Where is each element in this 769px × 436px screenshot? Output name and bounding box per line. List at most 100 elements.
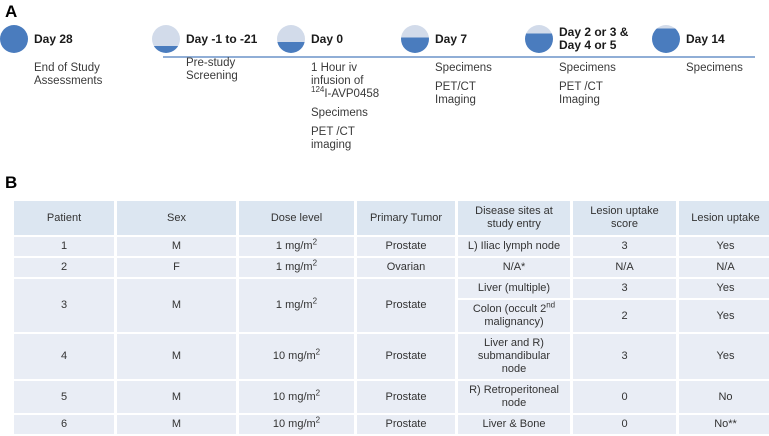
timeline-day-label: Day 28 [34, 31, 73, 46]
progress-circle-icon [525, 25, 553, 53]
table-header-cell: Primary Tumor [357, 201, 455, 235]
timeline-day-label: Day -1 to -21 [186, 31, 258, 46]
table-cell: 5 [14, 381, 114, 413]
table-cell: 1 mg/m2 [239, 279, 354, 332]
progress-circle-icon [152, 25, 180, 53]
progress-circle-icon [0, 25, 28, 53]
timeline-event-header: Day 0 [277, 24, 403, 54]
table-header-row: Patient Sex Dose level Primary Tumor Disease… [14, 201, 769, 235]
timeline-detail-text: Specimens [435, 62, 492, 74]
table-cell: 10 mg/m2 [239, 334, 354, 379]
progress-circle-icon [652, 25, 680, 53]
table-header-cell: Sex [117, 201, 236, 235]
table-header-cell: Dose level [239, 201, 354, 235]
table-cell: 1 mg/m2 [239, 237, 354, 256]
table-cell: N/A* [458, 258, 570, 277]
table-cell: N/A [679, 258, 769, 277]
table-row: 5 M 10 mg/m2 Prostate R) Retroperitoneal nod… [14, 381, 769, 413]
table-row: 6 M 10 mg/m2 Prostate Liver & Bone 0 No** [14, 415, 769, 434]
timeline-event: Day 28 End of Study Assessments [0, 24, 126, 94]
patient-table-container: Patient Sex Dose level Primary Tumor Disease… [11, 199, 769, 436]
table-cell: Yes [679, 279, 769, 298]
timeline-event-header: Day 7 [401, 24, 527, 54]
timeline-event-header: Day 2 or 3 & Day 4 or 5 [525, 24, 651, 54]
timeline-event: Day 0 1 Hour iv infusion of 124I-AVP0458 S… [277, 24, 403, 158]
timeline-day-label: Day 0 [311, 31, 344, 46]
table-header-cell: Lesion uptake [679, 201, 769, 235]
table-cell: Liver (multiple) [458, 279, 570, 298]
table-cell: 4 [14, 334, 114, 379]
table-cell: Liver & Bone [458, 415, 570, 434]
table-cell: M [117, 334, 236, 379]
table-cell: 3 [573, 334, 676, 379]
timeline-event-details: Specimens PET/CT Imaging [435, 62, 525, 107]
table-cell: 3 [14, 279, 114, 332]
section-b-label: B [5, 173, 18, 192]
table-header-cell: Lesion uptake score [573, 201, 676, 235]
table-cell: 0 [573, 415, 676, 434]
study-timeline: Day -1 to -21 Pre-study Screening Day 0 1 H… [0, 0, 769, 176]
timeline-axis-line [163, 56, 755, 58]
table-cell: Prostate [357, 381, 455, 413]
table-cell: Prostate [357, 415, 455, 434]
timeline-detail-text: Specimens [559, 62, 616, 74]
table-cell: Prostate [357, 237, 455, 256]
table-cell: 10 mg/m2 [239, 415, 354, 434]
table-cell: 1 mg/m2 [239, 258, 354, 277]
table-row: 4 M 10 mg/m2 Prostate Liver and R) submandib… [14, 334, 769, 379]
timeline-event: Day 2 or 3 & Day 4 or 5 Specimens PET /CT … [525, 24, 651, 113]
table-cell: Yes [679, 237, 769, 256]
timeline-day-label: Day 7 [435, 31, 468, 46]
timeline-detail-text: PET/CT Imaging [435, 81, 476, 106]
table-cell: 6 [14, 415, 114, 434]
table-cell: Colon (occult 2nd malignancy) [458, 300, 570, 332]
table-cell: 2 [573, 300, 676, 332]
table-cell: M [117, 415, 236, 434]
progress-circle-icon [401, 25, 429, 53]
table-cell: No** [679, 415, 769, 434]
table-cell: Ovarian [357, 258, 455, 277]
timeline-event: Day 7 Specimens PET/CT Imaging [401, 24, 527, 113]
table-cell: 2 [14, 258, 114, 277]
timeline-event-details: Pre-study Screening [186, 57, 276, 83]
table-cell: Prostate [357, 279, 455, 332]
timeline-detail-text: Specimens [311, 107, 368, 119]
table-cell: F [117, 258, 236, 277]
timeline-day-label: Day 2 or 3 & Day 4 or 5 [559, 25, 629, 52]
timeline-event-details: End of Study Assessments [34, 62, 124, 88]
timeline-event-details: 1 Hour iv infusion of 124I-AVP0458 Specim… [311, 62, 401, 152]
table-cell: 3 [573, 237, 676, 256]
timeline-detail-text: 1 Hour iv infusion of 124I-AVP0458 [311, 62, 380, 100]
progress-circle-icon [277, 25, 305, 53]
timeline-event: Day 14 Specimens [652, 24, 769, 81]
table-cell: M [117, 381, 236, 413]
timeline-event-header: Day 14 [652, 24, 769, 54]
table-cell: Liver and R) submandibular node [458, 334, 570, 379]
timeline-event: Day -1 to -21 Pre-study Screening [152, 24, 278, 89]
table-cell: 0 [573, 381, 676, 413]
table-header-cell: Patient [14, 201, 114, 235]
timeline-detail-text: Specimens [686, 62, 743, 74]
timeline-detail-text: End of Study Assessments [34, 62, 103, 87]
table-cell: 3 [573, 279, 676, 298]
table-cell: Yes [679, 300, 769, 332]
table-cell: 10 mg/m2 [239, 381, 354, 413]
timeline-detail-text: Pre-study Screening [186, 57, 238, 82]
table-row: Colon (occult 2nd malignancy) 2 Yes [14, 300, 769, 332]
table-cell: R) Retroperitoneal node [458, 381, 570, 413]
table-cell: M [117, 279, 236, 332]
patient-study-table: Patient Sex Dose level Primary Tumor Disease… [11, 199, 769, 436]
table-cell: 1 [14, 237, 114, 256]
timeline-event-details: Specimens [686, 62, 769, 75]
timeline-detail-text: PET /CT Imaging [559, 81, 603, 106]
table-cell: M [117, 237, 236, 256]
timeline-event-details: Specimens PET /CT Imaging [559, 62, 649, 107]
table-cell: L) Iliac lymph node [458, 237, 570, 256]
timeline-event-header: Day -1 to -21 [152, 24, 278, 54]
timeline-event-header: Day 28 [0, 24, 126, 54]
timeline-day-label: Day 14 [686, 31, 725, 46]
table-cell: No [679, 381, 769, 413]
section-a-label: A [5, 2, 18, 21]
table-cell: Yes [679, 334, 769, 379]
